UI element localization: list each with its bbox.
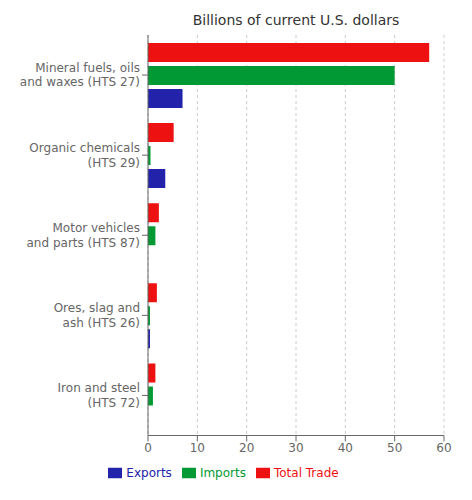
svg-text:60: 60	[436, 441, 451, 455]
svg-text:50: 50	[387, 441, 402, 455]
svg-text:0: 0	[144, 441, 152, 455]
html-text:Total Trade: Total Trade	[274, 465, 339, 480]
svg-text:Iron and steel(HTS 72): Iron and steel(HTS 72)	[58, 381, 140, 409]
svg-text:30: 30	[288, 441, 303, 455]
svg-text:Ores, slag andash (HTS 26): Ores, slag andash (HTS 26)	[54, 301, 140, 329]
svg-text:Organic chemicals(HTS 29): Organic chemicals(HTS 29)	[29, 141, 140, 169]
svg-text:Mineral fuels, oilsand waxes (: Mineral fuels, oilsand waxes (HTS 27)	[20, 61, 140, 89]
html-text:Imports: Imports	[199, 465, 246, 480]
svg-text:40: 40	[338, 441, 353, 455]
svg-text:20: 20	[239, 441, 254, 455]
html-text:Billions of current U.S. dolla: Billions of current U.S. dollars	[192, 12, 400, 28]
svg-text:10: 10	[190, 441, 205, 455]
html-text:Exports: Exports	[126, 465, 172, 480]
svg-text:Motor vehiclesand parts (HTS 8: Motor vehiclesand parts (HTS 87)	[27, 221, 140, 249]
